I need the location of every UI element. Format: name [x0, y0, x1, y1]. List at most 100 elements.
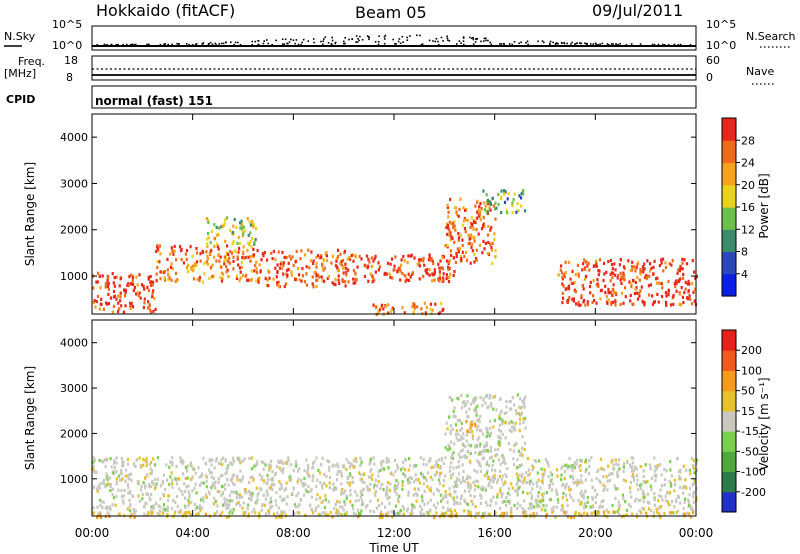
data-cell: [506, 211, 509, 215]
data-cell: [582, 262, 585, 266]
data-cell: [444, 474, 447, 478]
data-cell: [640, 285, 643, 289]
data-cell: [465, 420, 468, 424]
data-cell: [687, 498, 690, 502]
data-cell: [648, 501, 651, 505]
data-cell: [134, 509, 137, 513]
data-cell: [445, 493, 448, 497]
data-cell: [210, 265, 213, 269]
data-cell: [151, 469, 154, 473]
data-cell: [132, 510, 135, 514]
data-cell: [691, 483, 694, 487]
data-cell: [499, 507, 502, 511]
data-cell: [453, 406, 456, 410]
data-cell: [311, 461, 314, 465]
data-cell: [639, 268, 642, 272]
data-cell: [174, 477, 177, 481]
data-cell: [242, 501, 245, 505]
data-cell: [432, 503, 436, 507]
data-cell: [210, 229, 214, 233]
data-cell: [450, 475, 453, 480]
data-cell: [632, 456, 635, 460]
data-cell: [133, 463, 136, 467]
data-cell: [262, 461, 265, 465]
data-cell: [479, 469, 482, 473]
nsky-point: [471, 37, 473, 40]
data-cell: [475, 479, 478, 483]
data-cell: [461, 463, 464, 467]
data-cell: [423, 475, 426, 480]
nsky-point: [513, 41, 516, 43]
data-cell: [252, 225, 255, 229]
nsky-point: [442, 40, 444, 42]
nsky-point: [237, 41, 239, 44]
data-cell: [337, 278, 340, 282]
data-cell: [610, 302, 613, 306]
data-cell: [678, 477, 681, 481]
data-cell: [205, 462, 208, 466]
data-cell: [247, 489, 250, 494]
data-cell: [481, 486, 484, 490]
data-cell: [561, 301, 564, 305]
data-cell: [491, 395, 494, 399]
data-cell: [481, 432, 485, 436]
data-cell: [450, 474, 453, 478]
data-cell: [541, 507, 544, 512]
data-cell: [622, 465, 625, 469]
data-cell: [647, 500, 650, 504]
nsky-point: [446, 37, 449, 40]
data-cell: [484, 204, 487, 208]
data-cell: [335, 256, 338, 260]
data-cell: [339, 505, 342, 509]
data-cell: [485, 500, 488, 504]
data-cell: [552, 505, 555, 509]
data-cell: [466, 400, 469, 404]
data-cell: [251, 475, 254, 479]
data-cell: [433, 272, 436, 276]
data-cell: [500, 195, 503, 199]
nsky-point: [557, 43, 559, 45]
data-cell: [364, 505, 368, 509]
nsky-point: [406, 36, 408, 39]
data-cell: [407, 468, 410, 472]
data-cell: [121, 464, 124, 468]
data-cell: [634, 269, 637, 273]
data-cell: [488, 206, 491, 210]
data-cell: [500, 210, 503, 215]
data-cell: [571, 281, 574, 286]
data-cell: [481, 404, 484, 408]
data-cell: [461, 238, 464, 242]
data-cell: [637, 488, 640, 492]
data-cell: [179, 508, 182, 512]
data-cell: [514, 442, 517, 446]
data-cell: [295, 494, 298, 498]
data-cell: [510, 420, 513, 424]
data-cell: [398, 494, 401, 499]
data-cell: [517, 209, 520, 213]
power-ylabel: Slant Range [km]: [23, 162, 37, 266]
data-cell: [292, 263, 295, 268]
data-cell: [212, 481, 215, 486]
nsky-point: [202, 42, 205, 44]
nsky-point: [106, 44, 108, 46]
colorbar-swatch: [722, 273, 736, 297]
data-cell: [630, 285, 633, 289]
nsky-point: [368, 38, 370, 41]
data-cell: [119, 471, 123, 475]
data-cell: [611, 271, 614, 275]
data-cell: [201, 280, 204, 284]
data-cell: [515, 483, 518, 487]
data-cell: [195, 491, 198, 495]
data-cell: [336, 512, 340, 516]
data-cell: [429, 307, 432, 311]
data-cell: [468, 489, 471, 493]
data-cell: [408, 278, 411, 282]
data-cell: [580, 513, 583, 517]
data-cell: [306, 463, 310, 467]
data-cell: [690, 456, 693, 460]
data-cell: [306, 470, 309, 474]
data-cell: [642, 479, 645, 484]
data-cell: [367, 257, 370, 262]
data-cell: [480, 515, 483, 519]
